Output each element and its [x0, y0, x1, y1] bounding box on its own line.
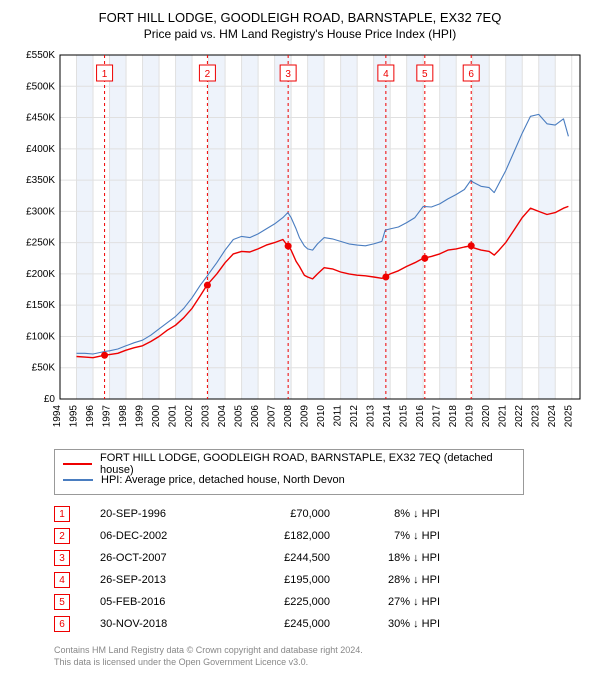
svg-text:2014: 2014 [382, 405, 393, 428]
svg-text:5: 5 [422, 69, 428, 80]
sale-delta-vs-hpi: 8% ↓ HPI [330, 508, 440, 520]
sale-marker-number: 6 [54, 616, 70, 632]
svg-text:2005: 2005 [234, 405, 245, 428]
svg-text:£350K: £350K [26, 175, 55, 186]
svg-text:2019: 2019 [465, 405, 476, 428]
sale-marker-number: 3 [54, 550, 70, 566]
svg-text:£500K: £500K [26, 81, 55, 92]
footnote-line: Contains HM Land Registry data © Crown c… [54, 645, 586, 657]
svg-text:2: 2 [205, 69, 211, 80]
svg-text:2013: 2013 [366, 405, 377, 428]
sale-price: £244,500 [230, 552, 330, 564]
sale-date: 06-DEC-2002 [100, 530, 230, 542]
svg-text:3: 3 [285, 69, 291, 80]
svg-text:£250K: £250K [26, 238, 55, 249]
svg-text:£400K: £400K [26, 144, 55, 155]
svg-text:2023: 2023 [531, 405, 542, 428]
svg-text:2022: 2022 [514, 405, 525, 428]
sale-marker-number: 1 [54, 506, 70, 522]
svg-text:4: 4 [383, 69, 389, 80]
sale-marker-number: 2 [54, 528, 70, 544]
svg-text:6: 6 [468, 69, 474, 80]
svg-text:£450K: £450K [26, 113, 55, 124]
svg-text:1998: 1998 [118, 405, 129, 428]
sale-price: £245,000 [230, 618, 330, 630]
svg-text:2012: 2012 [349, 405, 360, 428]
svg-text:2000: 2000 [151, 405, 162, 428]
sale-delta-vs-hpi: 18% ↓ HPI [330, 552, 440, 564]
sales-row: 1 20-SEP-1996£70,0008% ↓ HPI [54, 503, 586, 525]
chart-area: £0 £50K £100K £150K £200K £250K £300K £350K £400… [14, 49, 586, 439]
legend: FORT HILL LODGE, GOODLEIGH ROAD, BARNSTA… [54, 449, 524, 495]
svg-text:£50K: £50K [32, 363, 56, 374]
sale-date: 05-FEB-2016 [100, 596, 230, 608]
svg-text:1999: 1999 [135, 405, 146, 428]
svg-text:£200K: £200K [26, 269, 55, 280]
svg-text:2002: 2002 [184, 405, 195, 428]
svg-text:£550K: £550K [26, 50, 55, 61]
svg-text:1995: 1995 [69, 405, 80, 428]
sale-price: £225,000 [230, 596, 330, 608]
legend-label: FORT HILL LODGE, GOODLEIGH ROAD, BARNSTA… [100, 452, 515, 476]
legend-label: HPI: Average price, detached house, Nort… [101, 474, 345, 486]
legend-swatch [63, 479, 93, 481]
sale-delta-vs-hpi: 28% ↓ HPI [330, 574, 440, 586]
svg-text:2001: 2001 [168, 405, 179, 428]
svg-text:2020: 2020 [481, 405, 492, 428]
sales-row: 2 06-DEC-2002£182,0007% ↓ HPI [54, 525, 586, 547]
svg-text:2015: 2015 [399, 405, 410, 428]
svg-text:2006: 2006 [250, 405, 261, 428]
svg-text:2009: 2009 [300, 405, 311, 428]
sales-row: 4 26-SEP-2013£195,00028% ↓ HPI [54, 569, 586, 591]
svg-text:2010: 2010 [316, 405, 327, 428]
sale-marker-number: 5 [54, 594, 70, 610]
sale-marker-number: 4 [54, 572, 70, 588]
footnote-line: This data is licensed under the Open Gov… [54, 657, 586, 669]
svg-text:1996: 1996 [85, 405, 96, 428]
sale-delta-vs-hpi: 27% ↓ HPI [330, 596, 440, 608]
svg-text:2024: 2024 [547, 405, 558, 428]
svg-text:1: 1 [102, 69, 108, 80]
sale-date: 30-NOV-2018 [100, 618, 230, 630]
chart-subtitle: Price paid vs. HM Land Registry's House … [14, 27, 586, 41]
chart-svg: £0 £50K £100K £150K £200K £250K £300K £350K £400… [14, 49, 586, 439]
svg-text:2004: 2004 [217, 405, 228, 428]
sale-price: £70,000 [230, 508, 330, 520]
svg-text:2016: 2016 [415, 405, 426, 428]
sales-row: 6 30-NOV-2018£245,00030% ↓ HPI [54, 613, 586, 635]
legend-swatch [63, 463, 92, 465]
sale-date: 20-SEP-1996 [100, 508, 230, 520]
footnote: Contains HM Land Registry data © Crown c… [54, 645, 586, 668]
sale-delta-vs-hpi: 30% ↓ HPI [330, 618, 440, 630]
sales-row: 5 05-FEB-2016£225,00027% ↓ HPI [54, 591, 586, 613]
sale-date: 26-SEP-2013 [100, 574, 230, 586]
svg-text:£300K: £300K [26, 206, 55, 217]
legend-row: FORT HILL LODGE, GOODLEIGH ROAD, BARNSTA… [63, 456, 515, 472]
svg-text:£0: £0 [44, 394, 56, 405]
svg-text:2003: 2003 [201, 405, 212, 428]
sale-delta-vs-hpi: 7% ↓ HPI [330, 530, 440, 542]
svg-text:£100K: £100K [26, 331, 55, 342]
svg-text:£150K: £150K [26, 300, 55, 311]
sale-price: £182,000 [230, 530, 330, 542]
svg-text:2025: 2025 [564, 405, 575, 428]
svg-text:2008: 2008 [283, 405, 294, 428]
sales-table: 120-SEP-1996£70,0008% ↓ HPI206-DEC-2002£… [54, 503, 586, 635]
sale-date: 26-OCT-2007 [100, 552, 230, 564]
svg-text:2011: 2011 [333, 405, 344, 427]
svg-text:2021: 2021 [498, 405, 509, 428]
chart-title: FORT HILL LODGE, GOODLEIGH ROAD, BARNSTA… [14, 10, 586, 25]
svg-text:1997: 1997 [102, 405, 113, 428]
sale-price: £195,000 [230, 574, 330, 586]
svg-text:2007: 2007 [267, 405, 278, 428]
sales-row: 3 26-OCT-2007£244,50018% ↓ HPI [54, 547, 586, 569]
svg-text:2017: 2017 [432, 405, 443, 428]
svg-text:2018: 2018 [448, 405, 459, 428]
svg-text:1994: 1994 [52, 405, 63, 428]
